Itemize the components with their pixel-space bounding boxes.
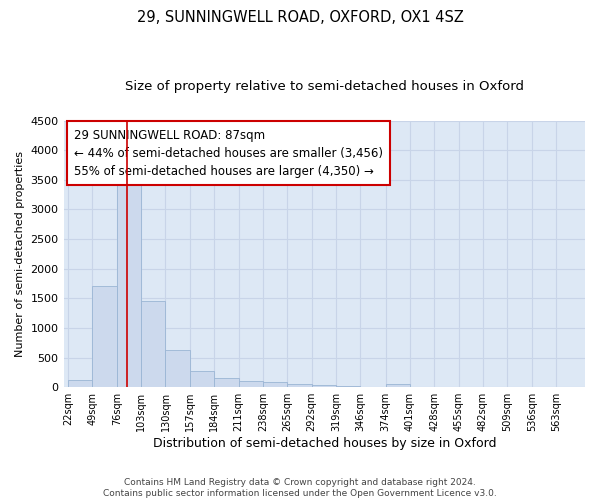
Text: 29, SUNNINGWELL ROAD, OXFORD, OX1 4SZ: 29, SUNNINGWELL ROAD, OXFORD, OX1 4SZ: [137, 10, 463, 25]
Bar: [214, 378, 239, 387]
Bar: [311, 385, 336, 387]
Bar: [287, 384, 311, 387]
Bar: [263, 382, 287, 387]
Bar: [336, 386, 361, 387]
Bar: [68, 380, 92, 387]
Bar: [141, 302, 166, 387]
Bar: [117, 180, 141, 387]
Y-axis label: Number of semi-detached properties: Number of semi-detached properties: [15, 151, 25, 357]
Bar: [92, 286, 117, 387]
Bar: [386, 384, 410, 387]
Bar: [166, 350, 190, 387]
Text: Contains HM Land Registry data © Crown copyright and database right 2024.
Contai: Contains HM Land Registry data © Crown c…: [103, 478, 497, 498]
Title: Size of property relative to semi-detached houses in Oxford: Size of property relative to semi-detach…: [125, 80, 524, 93]
X-axis label: Distribution of semi-detached houses by size in Oxford: Distribution of semi-detached houses by …: [152, 437, 496, 450]
Text: 29 SUNNINGWELL ROAD: 87sqm
← 44% of semi-detached houses are smaller (3,456)
55%: 29 SUNNINGWELL ROAD: 87sqm ← 44% of semi…: [74, 128, 383, 178]
Bar: [239, 382, 263, 387]
Bar: [190, 371, 214, 387]
